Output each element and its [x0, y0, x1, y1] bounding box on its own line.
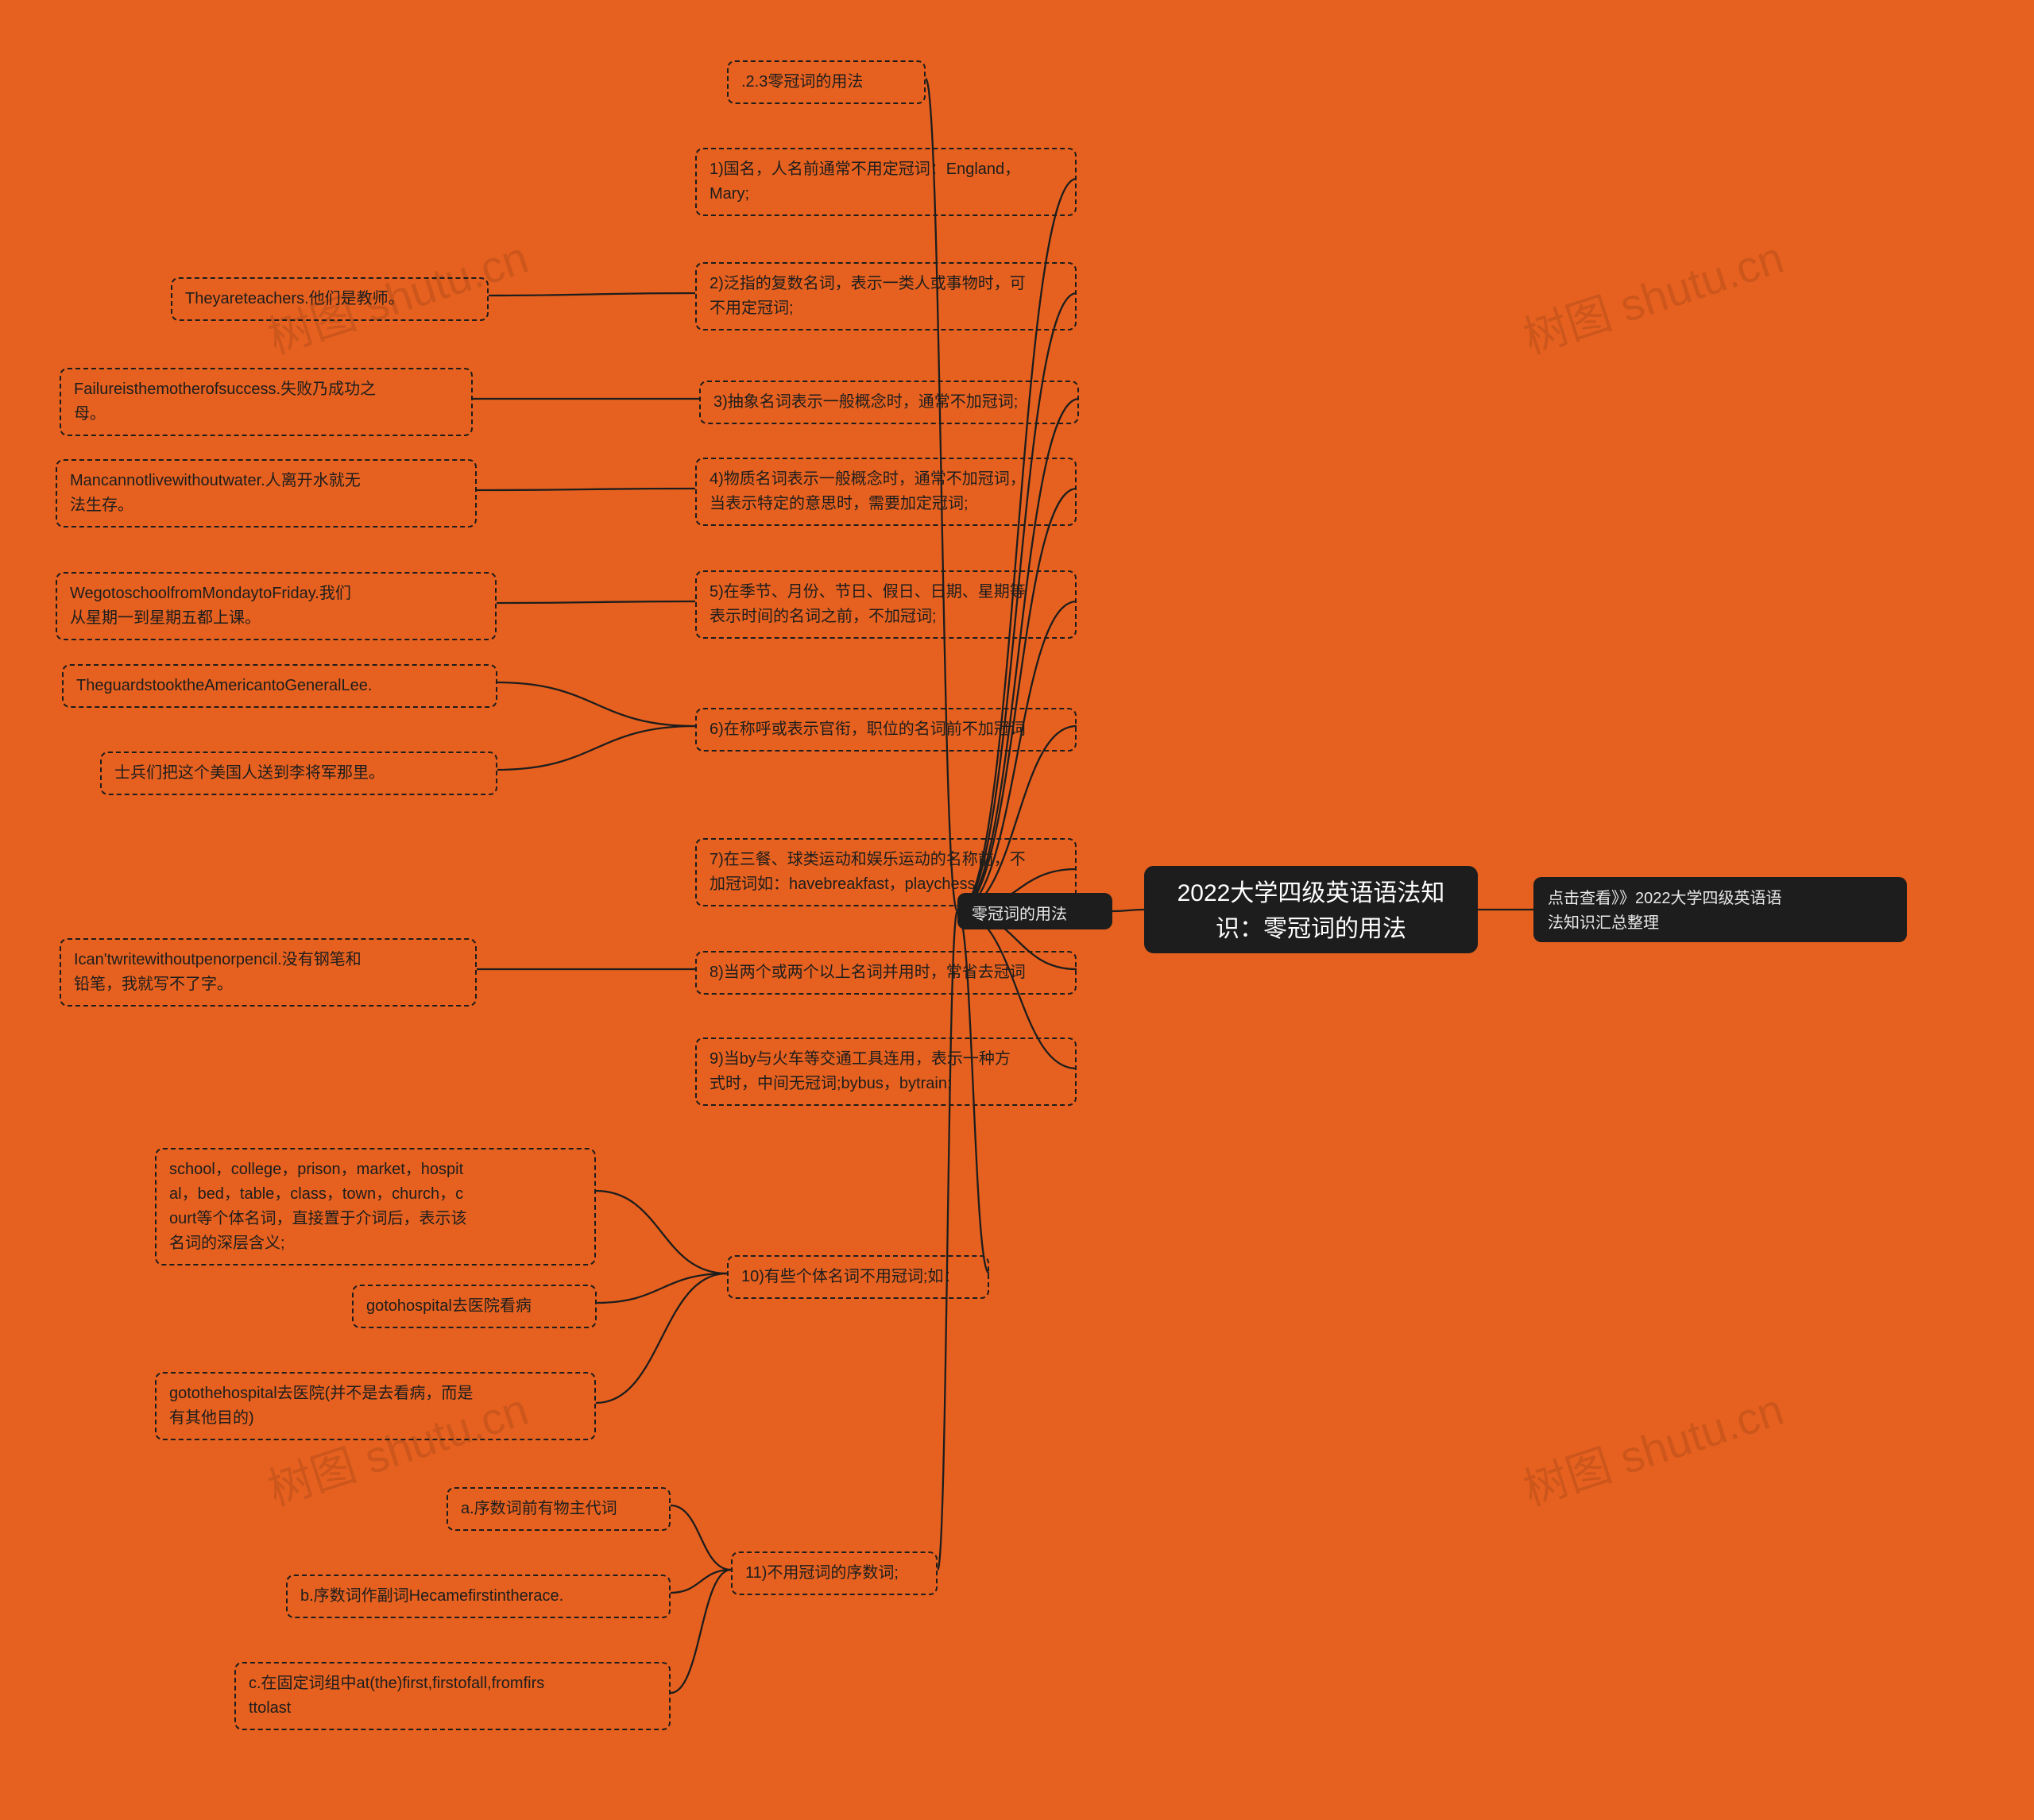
hub-label: 零冠词的用法 — [972, 906, 1067, 923]
node-text: 9)当by与火车等交通工具连用，表示一种方 — [710, 1050, 1011, 1068]
item-7: 7)在三餐、球类运动和娱乐运动的名称前，不加冠词如：havebreakfast，… — [695, 838, 1077, 906]
node-text: Ican'twritewithoutpenorpencil.没有钢笔和 — [74, 951, 362, 968]
item-6: 6)在称呼或表示官衔，职位的名词前不加冠词 — [695, 708, 1077, 752]
node-text: 10)有些个体名词不用冠词;如： — [741, 1268, 959, 1285]
root-line2: 识：零冠词的用法 — [1216, 916, 1406, 942]
see-more-line1: 点击查看》》2022大学四级英语语 — [1548, 890, 1782, 907]
node-text: 法生存。 — [70, 497, 133, 514]
item-3: 3)抽象名词表示一般概念时，通常不加冠词; — [699, 381, 1079, 424]
item-11-child-1: b.序数词作副词Hecamefirstintherace. — [286, 1575, 671, 1618]
watermark: 树图 shutu.cn — [1514, 1374, 1791, 1519]
node-text: b.序数词作副词Hecamefirstintherace. — [300, 1587, 563, 1605]
node-text: gotothehospital去医院(并不是去看病，而是 — [169, 1385, 473, 1402]
watermark: 树图 shutu.cn — [1514, 222, 1791, 367]
item-11-child-0: a.序数词前有物主代词 — [447, 1487, 671, 1531]
node-text: 7)在三餐、球类运动和娱乐运动的名称前，不 — [710, 851, 1026, 868]
item-4: 4)物质名词表示一般概念时，通常不加冠词， 当表示特定的意思时，需要加定冠词; — [695, 458, 1077, 526]
item-2: 2)泛指的复数名词，表示一类人或事物时，可不用定冠词; — [695, 262, 1077, 330]
node-text: 6)在称呼或表示官衔，职位的名词前不加冠词 — [710, 721, 1026, 738]
node-text: WegotoschoolfromMondaytoFriday.我们 — [70, 585, 351, 602]
node-text: 加冠词如：havebreakfast，playchess — [710, 875, 976, 893]
node-text: 名词的深层含义; — [169, 1235, 285, 1252]
root-line1: 2022大学四级英语语法知 — [1177, 880, 1445, 906]
node-text: a.序数词前有物主代词 — [461, 1500, 617, 1517]
node-text: 有其他目的) — [169, 1409, 254, 1427]
item-10-child-1: gotohospital去医院看病 — [352, 1285, 597, 1328]
root-node: 2022大学四级英语语法知 识：零冠词的用法 — [1144, 866, 1478, 953]
node-text: Failureisthemotherofsuccess.失败乃成功之 — [74, 381, 376, 398]
item-11-child-2: c.在固定词组中at(the)first,firstofall,fromfirs… — [234, 1662, 671, 1730]
item-9: 9)当by与火车等交通工具连用，表示一种方式时，中间无冠词;bybus，bytr… — [695, 1038, 1077, 1106]
item-10-child-0: school，college，prison，market，hospit al，be… — [155, 1148, 596, 1265]
item-1: 1)国名，人名前通常不用定冠词：England， Mary; — [695, 148, 1077, 216]
node-text: 2)泛指的复数名词，表示一类人或事物时，可 — [710, 275, 1026, 292]
node-text: c.在固定词组中at(the)first,firstofall,fromfirs — [249, 1675, 544, 1692]
see-more-line2: 法知识汇总整理 — [1548, 914, 1659, 932]
item-4-child-0: Mancannotlivewithoutwater.人离开水就无法生存。 — [56, 459, 477, 527]
node-text: 1)国名，人名前通常不用定冠词：England， — [710, 160, 1020, 178]
item-6-child-0: TheguardstooktheAmericantoGeneralLee. — [62, 664, 497, 708]
node-text: Mary; — [710, 185, 749, 203]
node-text: 11)不用冠词的序数词; — [745, 1564, 899, 1582]
node-text: 母。 — [74, 405, 106, 423]
node-text: ourt等个体名词，直接置于介词后，表示该 — [169, 1210, 466, 1227]
node-text: 士兵们把这个美国人送到李将军那里。 — [114, 764, 385, 782]
node-text: 表示时间的名词之前，不加冠词; — [710, 608, 937, 625]
node-text: ttolast — [249, 1699, 291, 1717]
node-text: school，college，prison，market，hospit — [169, 1161, 463, 1178]
item-3-child-0: Failureisthemotherofsuccess.失败乃成功之母。 — [60, 368, 473, 436]
item-5-child-0: WegotoschoolfromMondaytoFriday.我们从星期一到星期… — [56, 572, 497, 640]
item-5: 5)在季节、月份、节日、假日、日期、星期等表示时间的名词之前，不加冠词; — [695, 570, 1077, 639]
see-more-link[interactable]: 点击查看》》2022大学四级英语语 法知识汇总整理 — [1533, 877, 1907, 942]
node-text: Theyareteachers.他们是教师。 — [185, 290, 404, 307]
node-text: 式时，中间无冠词;bybus，bytrain; — [710, 1075, 952, 1092]
node-text: 3)抽象名词表示一般概念时，通常不加冠词; — [713, 393, 1018, 411]
node-text: TheguardstooktheAmericantoGeneralLee. — [76, 677, 372, 694]
item-2-child-0: Theyareteachers.他们是教师。 — [171, 277, 489, 321]
item-10: 10)有些个体名词不用冠词;如： — [727, 1255, 989, 1299]
node-text: 从星期一到星期五都上课。 — [70, 609, 261, 627]
item-0: .2.3零冠词的用法 — [727, 60, 926, 104]
item-10-child-2: gotothehospital去医院(并不是去看病，而是有其他目的) — [155, 1372, 596, 1440]
node-text: 铅笔，我就写不了字。 — [74, 976, 233, 993]
node-text: 不用定冠词; — [710, 299, 794, 317]
node-text: .2.3零冠词的用法 — [741, 73, 863, 91]
item-6-child-1: 士兵们把这个美国人送到李将军那里。 — [100, 752, 497, 795]
node-text: Mancannotlivewithoutwater.人离开水就无 — [70, 472, 361, 489]
node-text: 5)在季节、月份、节日、假日、日期、星期等 — [710, 583, 1026, 601]
item-11: 11)不用冠词的序数词; — [731, 1551, 938, 1595]
node-text: gotohospital去医院看病 — [366, 1297, 532, 1315]
item-8: 8)当两个或两个以上名词并用时，常省去冠词 — [695, 951, 1077, 995]
node-text: 4)物质名词表示一般概念时，通常不加冠词， — [710, 470, 1026, 488]
node-text: 当表示特定的意思时，需要加定冠词; — [710, 495, 969, 512]
item-8-child-0: Ican'twritewithoutpenorpencil.没有钢笔和铅笔，我就… — [60, 938, 477, 1007]
node-text: 8)当两个或两个以上名词并用时，常省去冠词 — [710, 964, 1026, 981]
node-text: al，bed，table，class，town，church，c — [169, 1185, 463, 1203]
